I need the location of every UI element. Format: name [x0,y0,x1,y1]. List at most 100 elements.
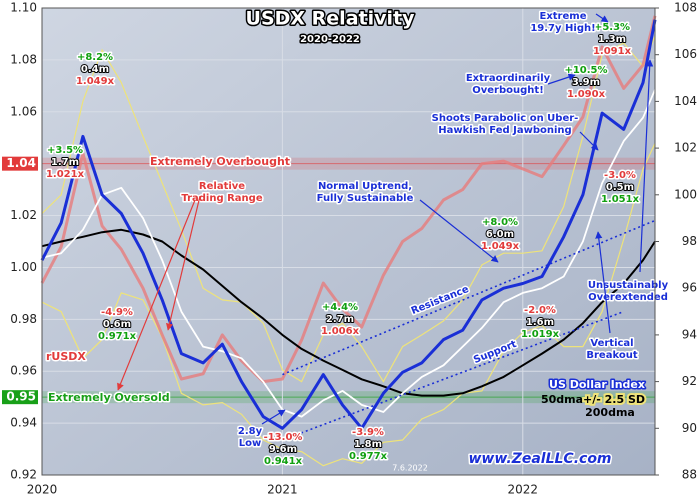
marks [40,15,657,467]
y2-tick-label: 104 [674,94,697,108]
callout-duration: 0.5m [606,182,634,193]
plot-frame [41,7,656,476]
callout-duration: 1.8m [354,439,382,450]
callout-duration: 1.7m [51,157,79,168]
annotation-arrow [579,131,599,151]
callout-change: +3.5% [47,145,83,156]
legend-entry: 200dma [585,406,635,419]
annotation-arrow [419,199,499,263]
legend-entry: +/- 2.5 SD [583,393,645,406]
series-line [41,228,656,397]
y-tick-label: 1.10 [10,1,37,15]
y2-tick-label: 100 [674,187,697,201]
x-tick-label: 2022 [508,483,539,497]
annotation: Unsustainably [588,280,669,291]
callout-duration: 3.9m [572,77,600,88]
annotation: Relative [199,181,245,192]
y-tick-label: 1.00 [10,260,37,274]
callout-duration: 1.3m [598,34,626,45]
y2-tick-label: 102 [674,141,697,155]
reference-tick-bg [2,390,38,405]
annotation: Extraordinarily [466,73,551,84]
annotation: Trading Range [181,193,262,204]
annotation: www.ZealLLC.com [468,451,611,467]
callout-change: -3.9% [352,427,384,438]
annotation: Low [239,438,261,449]
y-tick-label: 1.06 [10,104,37,118]
y-tick-label: 1.08 [10,52,37,66]
callout-ratio: 1.019x [521,329,560,340]
y2-tick-label: 92 [682,374,697,388]
reference-tick-label: 1.04 [6,156,36,170]
y-tick-label: 0.92 [10,468,37,482]
trend-line [282,219,656,376]
callout-ratio: 1.049x [76,76,115,87]
callout-ratio: 1.090x [567,89,606,100]
callout-ratio: 1.049x [481,241,520,252]
y2-tick-label: 96 [682,281,697,295]
callout-ratio: 1.021x [46,169,85,180]
y2-tick-label: 108 [674,1,697,15]
x-tick-label: 2021 [267,483,298,497]
series-line [40,19,657,430]
callout-change: -3.0% [604,170,636,181]
annotation: Vertical [590,338,633,349]
callout-change: -4.9% [101,307,133,318]
callout-ratio: 1.006x [321,326,360,337]
annotation: Extreme [540,11,587,22]
callout-duration: 6.0m [486,229,514,240]
series-line [41,89,656,418]
y2-tick-label: 106 [674,47,697,61]
callout-duration: 2.7m [326,314,354,325]
annotation-arrow [166,195,201,331]
annotation: Normal Uptrend, [318,181,412,192]
reference-label: Extremely Oversold [48,391,170,404]
chart-title: USDX Relativity [246,8,416,30]
annotation-arrow [261,409,286,425]
callout-change: +8.2% [77,52,113,63]
y2-tick-label: 88 [682,468,697,482]
callout-duration: 0.4m [81,64,109,75]
reference-tick-bg [2,156,38,171]
y2-tick-label: 98 [682,234,697,248]
callout-ratio: 0.941x [264,456,303,467]
callout-duration: 9.6m [269,444,297,455]
callout-change: -13.0% [264,432,303,443]
annotation: 19.7y High! [530,23,595,34]
annotation: Shoots Parabolic on Uber- [432,113,579,124]
series-label: rUSDX [46,350,86,363]
callout-change: +8.0% [482,217,518,228]
series-line [40,15,657,384]
legend-entry: 50dma [541,393,583,406]
callout-change: -2.0% [524,305,556,316]
reference-tick-label: 0.95 [6,390,36,404]
annotation-arrow [547,73,576,85]
annotation: Overbought! [472,85,544,96]
callout-change: +4.4% [322,302,358,313]
chart-subtitle: 2020-2022 [300,34,360,45]
callout-change: +5.3% [594,22,630,33]
annotation-arrow [595,13,609,23]
annotation-arrow [639,59,654,273]
y2-tick-label: 94 [682,327,697,341]
y-tick-label: 1.02 [10,208,37,222]
annotation: Hawkish Fed Jawboning [438,125,571,136]
callout-duration: 1.6m [526,317,554,328]
callout-duration: 0.6m [103,319,131,330]
y-tick-label: 0.96 [10,364,37,378]
trend-line [282,310,624,441]
band-line [41,35,656,383]
x-tick-label: 2020 [27,483,58,497]
callout-change: +10.5% [564,65,607,76]
annotation: Fully Sustainable [317,193,414,204]
callout-ratio: 0.977x [349,451,388,462]
legend-entry: US Dollar Index [549,378,645,391]
y-tick-label: 0.94 [10,416,37,430]
annotation-arrow [595,231,611,334]
annotation: Breakout [586,350,637,361]
callout-ratio: 1.091x [593,46,632,57]
callout-ratio: 1.051x [601,194,640,205]
callout-ratio: 0.971x [98,331,137,342]
